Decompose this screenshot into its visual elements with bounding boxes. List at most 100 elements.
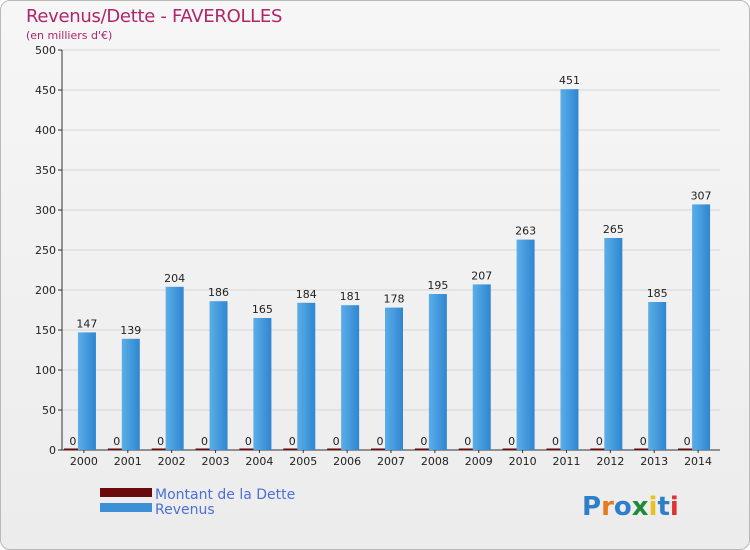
- x-tick-label: 2001: [114, 455, 142, 468]
- bar-revenus: [297, 302, 316, 450]
- bar-dette: [634, 448, 653, 450]
- legend-label-revenus: Revenus: [155, 502, 215, 518]
- value-label-dette: 0: [596, 435, 603, 448]
- bar-revenus: [516, 239, 535, 450]
- bar-revenus: [604, 238, 623, 450]
- y-tick-label: 50: [42, 404, 56, 417]
- bar-revenus: [428, 294, 447, 450]
- bar-revenus: [560, 89, 579, 450]
- axes: 0 50 100 150 200 250 300 350 400 450 500 2000 2001 20…: [35, 44, 720, 468]
- value-label-dette: 0: [69, 435, 76, 448]
- value-label-revenus: 186: [208, 286, 229, 299]
- value-label-revenus: 184: [296, 288, 317, 301]
- value-label-dette: 0: [377, 435, 384, 448]
- logo-letter: i: [649, 492, 658, 522]
- bar-dette: [371, 448, 389, 450]
- value-label-revenus: 139: [120, 324, 141, 337]
- y-tick-label: 200: [35, 284, 56, 297]
- value-label-revenus: 451: [559, 74, 580, 87]
- value-labels: 0 147 0 139 0 204 0 186 0 165 0 184 0 181 0 178 0 195 0 207…: [69, 74, 711, 448]
- bar-revenus: [341, 305, 360, 450]
- x-tick-label: 2007: [377, 455, 405, 468]
- value-label-dette: 0: [508, 435, 515, 448]
- bar-dette: [63, 448, 82, 450]
- legend: Montant de la Dette Revenus: [100, 487, 295, 518]
- legend-swatch-dette: [100, 488, 152, 497]
- logo-letter: x: [632, 492, 649, 522]
- bar-revenus: [472, 284, 491, 450]
- y-tick-label: 350: [35, 164, 56, 177]
- value-label-revenus: 307: [691, 189, 712, 202]
- y-tick-label: 0: [49, 444, 56, 457]
- value-label-revenus: 195: [427, 279, 448, 292]
- bar-revenus: [121, 338, 140, 450]
- bar-dette: [151, 448, 170, 450]
- bar-revenus: [692, 204, 711, 450]
- x-tick-label: 2011: [552, 455, 580, 468]
- value-label-revenus: 181: [340, 290, 361, 303]
- value-label-revenus: 204: [164, 272, 185, 285]
- bar-dette: [458, 448, 477, 450]
- value-label-dette: 0: [552, 435, 559, 448]
- value-label-revenus: 265: [603, 223, 624, 236]
- value-label-revenus: 165: [252, 303, 273, 316]
- bar-revenus: [385, 307, 403, 450]
- x-tick-label: 2010: [509, 455, 537, 468]
- logo-letter: t: [657, 492, 669, 522]
- legend-label-dette: Montant de la Dette: [155, 487, 295, 503]
- value-label-dette: 0: [333, 435, 340, 448]
- y-tick-label: 450: [35, 84, 56, 97]
- y-tick-label: 250: [35, 244, 56, 257]
- bar-dette: [195, 448, 214, 450]
- bar-revenus: [77, 332, 96, 450]
- value-label-dette: 0: [245, 435, 252, 448]
- x-tick-label: 2008: [421, 455, 449, 468]
- y-tick-label: 100: [35, 364, 56, 377]
- x-tick-label: 2012: [596, 455, 624, 468]
- value-label-dette: 0: [289, 435, 296, 448]
- bar-dette: [239, 448, 258, 450]
- x-tick-label: 2003: [202, 455, 230, 468]
- bar-dette: [590, 448, 609, 450]
- y-tick-label: 500: [35, 44, 56, 57]
- x-tick-label: 2000: [70, 455, 98, 468]
- x-tick-label: 2013: [640, 455, 668, 468]
- chart-title: Revenus/Dette - FAVEROLLES: [26, 6, 283, 27]
- chart-subtitle: (en milliers d'€): [26, 29, 113, 42]
- bars: [63, 89, 711, 450]
- bar-dette: [107, 448, 126, 450]
- value-label-dette: 0: [201, 435, 208, 448]
- value-label-revenus: 207: [471, 269, 492, 282]
- x-tick-label: 2002: [158, 455, 186, 468]
- x-tick-label: 2009: [465, 455, 493, 468]
- logo-letter: r: [601, 492, 614, 522]
- bar-dette: [546, 448, 565, 450]
- bar-dette: [502, 448, 521, 450]
- y-tick-label: 150: [35, 324, 56, 337]
- value-label-dette: 0: [684, 435, 691, 448]
- value-label-dette: 0: [113, 435, 120, 448]
- legend-swatch-revenus: [100, 503, 152, 512]
- y-tick-label: 400: [35, 124, 56, 137]
- value-label-revenus: 263: [515, 225, 536, 238]
- value-label-dette: 0: [464, 435, 471, 448]
- value-label-revenus: 178: [384, 293, 405, 306]
- value-label-revenus: 147: [76, 317, 97, 330]
- bar-revenus: [648, 302, 667, 450]
- bar-dette: [327, 448, 346, 450]
- logo-letter: P: [582, 492, 601, 522]
- bar-dette: [678, 448, 697, 450]
- value-label-dette: 0: [640, 435, 647, 448]
- x-tick-label: 2004: [245, 455, 273, 468]
- value-label-dette: 0: [157, 435, 164, 448]
- bar-revenus: [165, 286, 184, 450]
- x-tick-label: 2014: [684, 455, 712, 468]
- value-label-dette: 0: [420, 435, 427, 448]
- y-tick-label: 300: [35, 204, 56, 217]
- bar-dette: [283, 448, 302, 450]
- logo-letter: o: [614, 492, 632, 522]
- proxiti-logo: Proxiti: [582, 492, 679, 522]
- logo-letter: i: [670, 492, 679, 522]
